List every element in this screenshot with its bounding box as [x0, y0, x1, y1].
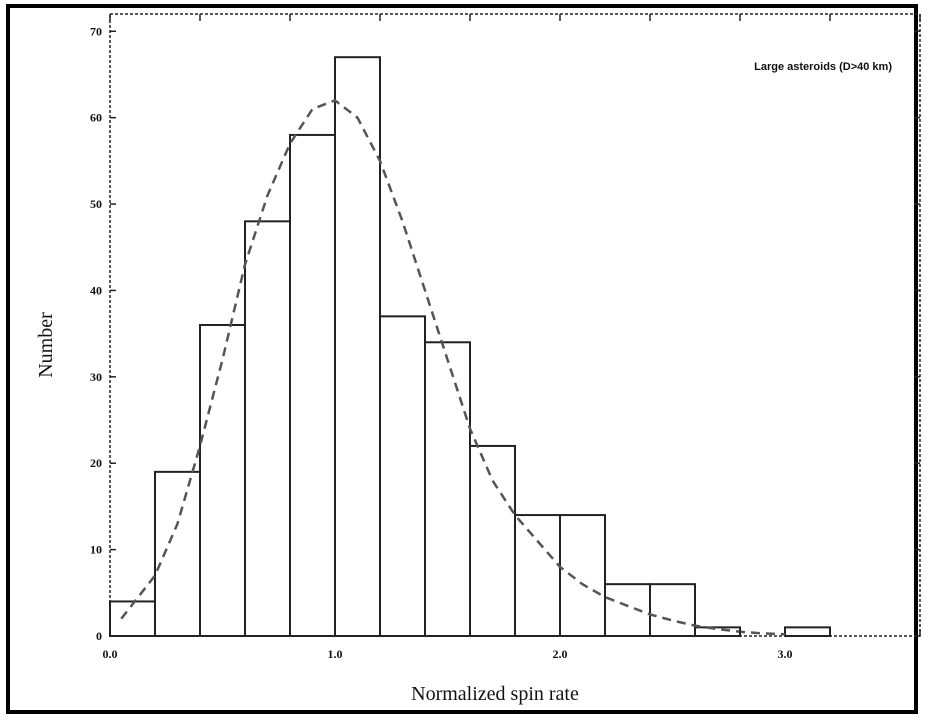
x-tick-label-3: 3.0: [778, 647, 793, 661]
fit-curve: [120, 98, 786, 636]
x-tick-label-2: 2.0: [553, 647, 568, 661]
histogram-bar-7: [424, 341, 471, 637]
y-axis-ticks: 0 10 20 30 40 50 60 70: [90, 24, 920, 643]
histogram-bar-15: [784, 626, 831, 637]
y-tick-label-5: 50: [90, 197, 102, 211]
histogram-bar-0: [109, 600, 156, 638]
x-axis-label: Normalized spin rate: [411, 683, 579, 705]
y-tick-label-7: 70: [90, 24, 102, 38]
histogram-bar-8: [469, 444, 516, 638]
x-tick-label-0: 0.0: [103, 647, 118, 661]
histogram-bars: [109, 56, 831, 638]
histogram-bar-5: [334, 56, 381, 637]
histogram-bar-10: [559, 514, 606, 637]
histogram-bar-13: [694, 626, 741, 637]
y-axis-label: Number: [35, 312, 57, 378]
y-tick-label-2: 20: [90, 456, 102, 470]
histogram-bar-11: [604, 583, 651, 638]
histogram-bar-6: [379, 315, 426, 637]
x-axis-ticks: 0.0 1.0 2.0 3.0: [103, 14, 921, 661]
histogram-bar-1: [154, 470, 201, 637]
y-tick-label-1: 10: [90, 543, 102, 557]
x-tick-label-1: 1.0: [328, 647, 343, 661]
histogram-bar-2: [199, 324, 246, 637]
y-tick-label-4: 40: [90, 283, 102, 297]
legend-annotation: Large asteroids (D>40 km): [754, 61, 892, 73]
histogram-bar-4: [289, 133, 336, 637]
y-tick-label-6: 60: [90, 111, 102, 125]
y-tick-label-0: 0: [96, 629, 102, 643]
histogram-bar-3: [244, 220, 291, 637]
y-tick-label-3: 30: [90, 370, 102, 384]
histogram-bar-9: [514, 514, 561, 637]
histogram-bar-12: [649, 583, 696, 638]
